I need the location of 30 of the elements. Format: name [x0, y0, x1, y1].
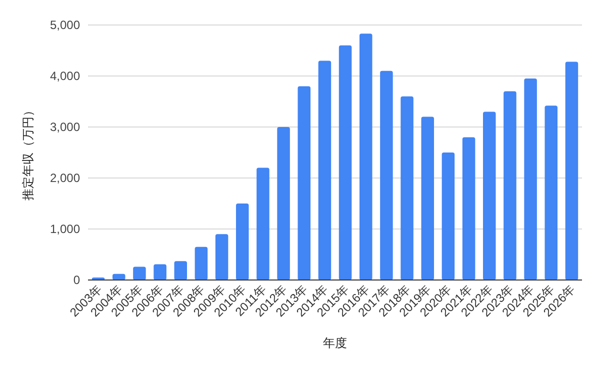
- bar: [215, 234, 228, 280]
- bar: [338, 45, 352, 280]
- bar: [359, 34, 372, 280]
- bar: [174, 261, 188, 280]
- bar: [544, 106, 558, 280]
- bar: [318, 60, 332, 280]
- bar: [277, 127, 290, 280]
- bar: [442, 152, 455, 280]
- bar: [565, 62, 578, 280]
- bar: [462, 137, 476, 280]
- bar: [256, 168, 270, 280]
- y-tick-label: 5,000: [50, 18, 80, 32]
- y-tick-label: 1,000: [50, 222, 80, 236]
- bar: [194, 246, 208, 280]
- bar: [400, 96, 414, 280]
- y-tick-label: 3,000: [50, 120, 80, 134]
- bar: [421, 116, 434, 280]
- y-tick-label: 0: [73, 273, 80, 287]
- x-axis-title: 年度: [323, 336, 347, 350]
- y-tick-label: 2,000: [50, 171, 80, 185]
- bar: [236, 204, 249, 280]
- y-axis-title: 推定年収（万円）: [21, 104, 35, 200]
- bar: [133, 266, 146, 280]
- bar: [524, 78, 537, 280]
- bar: [298, 86, 311, 280]
- bar: [154, 264, 166, 280]
- bar: [482, 112, 496, 280]
- bar: [504, 91, 516, 280]
- y-tick-label: 4,000: [50, 69, 80, 83]
- bar: [380, 70, 393, 280]
